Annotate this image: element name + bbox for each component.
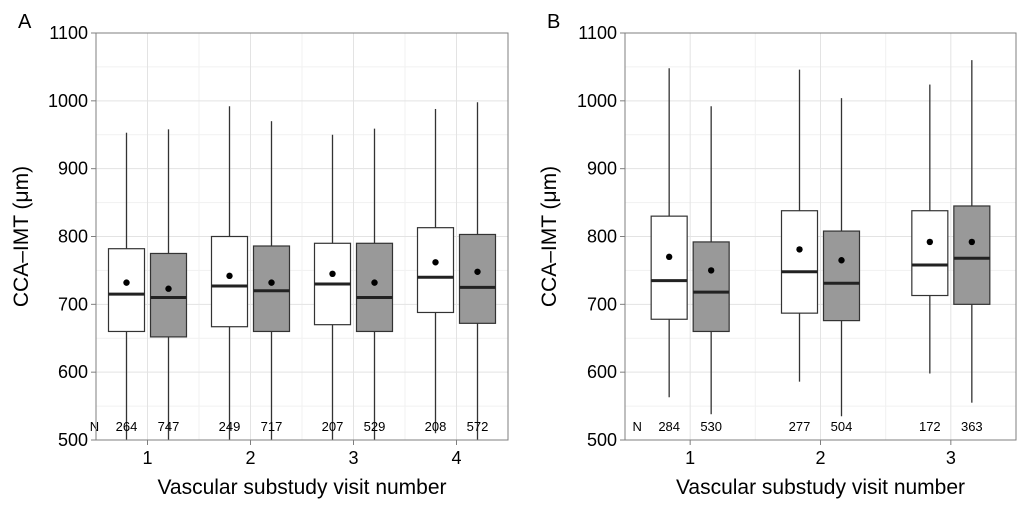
panel-b: B 284 277 172 530 504 363 N 500 600 700 800 900 1000 1… xyxy=(538,11,1017,499)
n-prefix-label: N xyxy=(632,419,641,434)
n-count-label: 530 xyxy=(700,419,722,434)
mean-point xyxy=(838,257,845,264)
y-tick-label: 1000 xyxy=(577,91,617,111)
mean-point xyxy=(968,238,976,246)
mean-point xyxy=(329,270,336,278)
y-tick-label: 600 xyxy=(58,362,88,382)
y-tick-label: 1100 xyxy=(49,23,88,43)
mean-point xyxy=(926,238,934,246)
mean-point xyxy=(665,253,673,261)
n-count-label: 264 xyxy=(116,419,138,434)
x-tick-label: 3 xyxy=(348,448,358,468)
x-tick-label: 2 xyxy=(815,448,825,468)
x-axis-title: Vascular substudy visit number xyxy=(157,476,446,499)
iqr-box xyxy=(822,230,861,322)
y-tick-label: 700 xyxy=(587,294,617,314)
x-axis-title: Vascular substudy visit number xyxy=(676,476,965,499)
n-prefix-label: N xyxy=(90,419,99,434)
n-count-label: 363 xyxy=(961,419,983,434)
mean-point xyxy=(165,285,172,292)
box-plot xyxy=(911,84,949,374)
iqr-box xyxy=(210,235,249,328)
iqr-box xyxy=(416,227,455,314)
y-axis-title: CCA–IMT (μm) xyxy=(10,166,33,307)
y-tick-label: 800 xyxy=(58,227,88,247)
n-count-label: 207 xyxy=(322,419,344,434)
box-plot xyxy=(692,106,730,415)
iqr-box xyxy=(458,233,497,324)
iqr-box xyxy=(953,205,991,305)
mean-point xyxy=(432,259,439,266)
box-plot xyxy=(953,60,991,403)
y-tick-label: 700 xyxy=(58,294,88,314)
iqr-box xyxy=(911,210,949,297)
box-plot xyxy=(355,128,394,440)
mean-point xyxy=(707,267,715,274)
n-count-label: 249 xyxy=(219,419,241,434)
y-tick-label: 800 xyxy=(587,227,617,247)
y-tick-label: 500 xyxy=(58,430,88,450)
n-count-label: 208 xyxy=(425,419,447,434)
n-count-label: 284 xyxy=(658,419,680,434)
box-plot xyxy=(458,102,497,440)
n-count-label: 572 xyxy=(467,419,489,434)
x-tick-label: 3 xyxy=(946,448,956,468)
y-tick-label: 600 xyxy=(587,362,617,382)
y-axis-title: CCA–IMT (μm) xyxy=(538,166,561,307)
box-plot xyxy=(780,69,819,382)
iqr-box xyxy=(692,241,730,333)
y-tick-label: 1100 xyxy=(578,23,617,43)
y-tick-label: 900 xyxy=(587,159,617,179)
box-plot xyxy=(650,68,688,398)
mean-point xyxy=(268,279,275,286)
n-count-label: 277 xyxy=(789,419,811,434)
x-tick-label: 1 xyxy=(685,448,695,468)
box-plot xyxy=(149,129,188,440)
box-plot xyxy=(107,132,146,440)
mean-point xyxy=(474,268,481,275)
y-tick-label: 500 xyxy=(587,430,617,450)
mean-point xyxy=(123,279,130,286)
mean-point xyxy=(796,246,803,253)
iqr-box xyxy=(780,210,819,314)
y-tick-label: 1000 xyxy=(48,91,88,111)
panel-letter: B xyxy=(547,11,560,33)
box-plot xyxy=(252,121,291,440)
iqr-box xyxy=(650,215,688,320)
iqr-box xyxy=(107,248,146,333)
n-count-label: 717 xyxy=(261,419,283,434)
n-count-label: 504 xyxy=(831,419,853,434)
box-plot xyxy=(416,108,455,434)
iqr-box xyxy=(252,245,291,333)
box-plot xyxy=(822,98,861,417)
mean-point xyxy=(371,279,378,286)
n-count-label: 172 xyxy=(919,419,941,434)
box-plot xyxy=(313,134,352,440)
x-tick-label: 2 xyxy=(245,448,255,468)
iqr-box xyxy=(149,252,188,338)
x-tick-label: 4 xyxy=(451,448,461,468)
y-tick-label: 900 xyxy=(58,159,88,179)
n-count-label: 529 xyxy=(364,419,386,434)
x-tick-label: 1 xyxy=(142,448,152,468)
box-plot xyxy=(210,106,249,440)
panel-letter: A xyxy=(18,11,32,33)
n-count-label: 747 xyxy=(158,419,180,434)
iqr-box xyxy=(355,242,394,333)
mean-point xyxy=(226,272,233,280)
